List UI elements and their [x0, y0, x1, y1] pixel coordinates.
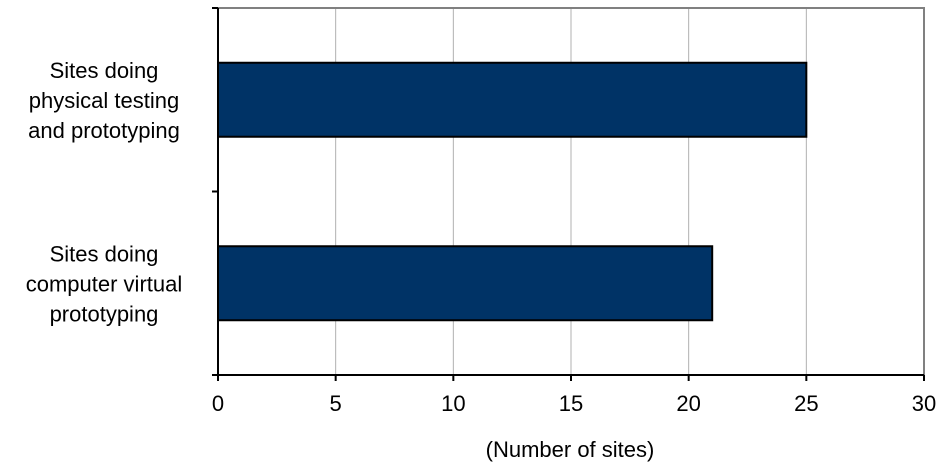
category-label: computer virtual — [26, 271, 183, 296]
bars — [217, 61, 808, 322]
x-tick-label: 20 — [676, 391, 700, 416]
x-tick-label: 25 — [794, 391, 818, 416]
category-label: prototyping — [50, 301, 159, 326]
category-label: physical testing — [29, 88, 179, 113]
x-axis-title: (Number of sites) — [486, 437, 655, 462]
x-tick-label: 30 — [912, 391, 936, 416]
x-tick-labels: 0 5 10 15 20 25 30 — [212, 391, 936, 416]
x-axis-ticks — [217, 375, 925, 381]
x-tick-label: 5 — [330, 391, 342, 416]
x-tick-label: 0 — [212, 391, 224, 416]
bar — [217, 61, 808, 138]
category-label: and prototyping — [28, 118, 180, 143]
category-labels: Sites doing physical testing and prototypi… — [26, 58, 183, 327]
x-tick-label: 15 — [559, 391, 583, 416]
bar — [217, 245, 714, 322]
category-label: Sites doing — [50, 58, 159, 83]
x-tick-label: 10 — [441, 391, 465, 416]
category-label: Sites doing — [50, 241, 159, 266]
